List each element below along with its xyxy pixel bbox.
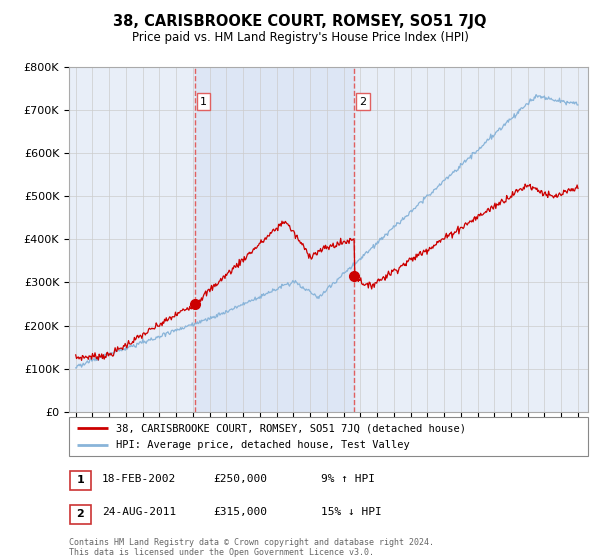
Bar xyxy=(195,67,355,412)
Text: 1: 1 xyxy=(77,475,84,486)
Text: Contains HM Land Registry data © Crown copyright and database right 2024.
This d: Contains HM Land Registry data © Crown c… xyxy=(69,538,434,557)
Text: 15% ↓ HPI: 15% ↓ HPI xyxy=(321,507,382,517)
Text: £250,000: £250,000 xyxy=(213,474,267,484)
Text: 18-FEB-2002: 18-FEB-2002 xyxy=(102,474,176,484)
Text: Price paid vs. HM Land Registry's House Price Index (HPI): Price paid vs. HM Land Registry's House … xyxy=(131,31,469,44)
Text: 1: 1 xyxy=(200,97,207,106)
Text: 2: 2 xyxy=(359,97,367,106)
Text: 24-AUG-2011: 24-AUG-2011 xyxy=(102,507,176,517)
Text: 38, CARISBROOKE COURT, ROMSEY, SO51 7JQ: 38, CARISBROOKE COURT, ROMSEY, SO51 7JQ xyxy=(113,14,487,29)
Text: 9% ↑ HPI: 9% ↑ HPI xyxy=(321,474,375,484)
Text: 2: 2 xyxy=(77,509,84,519)
Text: HPI: Average price, detached house, Test Valley: HPI: Average price, detached house, Test… xyxy=(116,440,409,450)
Text: £315,000: £315,000 xyxy=(213,507,267,517)
Text: 38, CARISBROOKE COURT, ROMSEY, SO51 7JQ (detached house): 38, CARISBROOKE COURT, ROMSEY, SO51 7JQ … xyxy=(116,423,466,433)
